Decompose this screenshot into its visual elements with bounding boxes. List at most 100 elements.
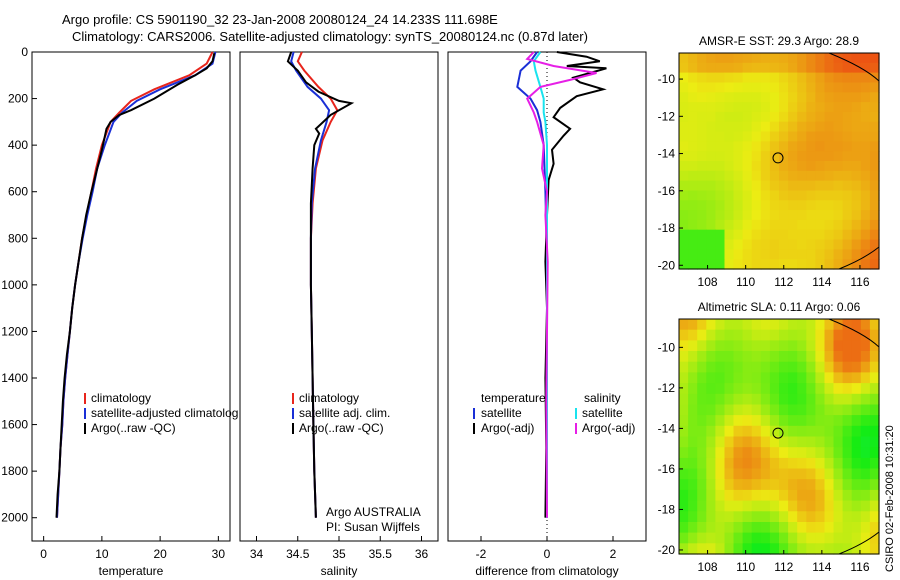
- map-cell: [706, 415, 716, 427]
- map-cell: [742, 121, 753, 133]
- map-cell: [833, 190, 844, 201]
- map-cell: [788, 190, 798, 201]
- map-cell: [706, 361, 716, 373]
- y-tick-label: 600: [8, 185, 28, 199]
- map-cell: [869, 415, 880, 427]
- map-cell: [760, 543, 771, 555]
- map-cell: [869, 511, 880, 523]
- map-cell: [806, 239, 816, 250]
- map-cell: [724, 500, 735, 512]
- map-cell: [869, 229, 880, 241]
- map-cell: [724, 522, 735, 534]
- map-cell: [760, 329, 771, 341]
- map-cell: [797, 219, 807, 231]
- map-cell: [724, 102, 735, 113]
- map-cell: [715, 92, 726, 103]
- map-cell: [824, 511, 835, 523]
- map-cell: [797, 436, 807, 448]
- map-cell: [706, 522, 716, 534]
- map-cell: [797, 319, 807, 331]
- map-cell: [815, 457, 826, 470]
- map-cell: [851, 468, 862, 480]
- map-cell: [824, 489, 835, 502]
- map-cell: [833, 457, 844, 470]
- map-cell: [860, 404, 871, 416]
- map-cell: [724, 468, 735, 480]
- map-cell: [869, 111, 880, 123]
- map-cell: [815, 436, 826, 448]
- map-cell: [688, 62, 698, 74]
- map-cell: [824, 170, 835, 182]
- map-cell: [815, 62, 826, 74]
- map-cell: [688, 53, 698, 64]
- map-cell: [679, 511, 689, 523]
- map-cell: [788, 141, 798, 152]
- map-cell: [797, 522, 807, 534]
- map-cell: [806, 351, 816, 363]
- map-cell: [688, 239, 698, 250]
- map-cell: [779, 329, 789, 341]
- map-cell: [779, 383, 789, 395]
- map-cell: [851, 210, 862, 221]
- map-cell: [697, 92, 707, 103]
- map-cell: [751, 151, 762, 162]
- map-cell: [869, 219, 880, 231]
- map-cell: [679, 141, 689, 152]
- map-cell: [769, 383, 780, 395]
- map-cell: [679, 170, 689, 182]
- map-cell: [760, 383, 771, 395]
- map-cell: [788, 319, 798, 331]
- map-cell: [797, 62, 807, 74]
- y-tick-label: -14: [658, 147, 676, 161]
- map-cell: [788, 436, 798, 448]
- map-cell: [760, 200, 771, 211]
- map-cell: [788, 200, 798, 211]
- map-cell: [797, 415, 807, 427]
- map-cell: [724, 229, 735, 241]
- map-cell: [724, 383, 735, 395]
- map-cell: [724, 511, 735, 523]
- map-cell: [842, 229, 853, 241]
- map-cell: [679, 500, 689, 512]
- map-cell: [679, 522, 689, 534]
- map-cell: [697, 522, 707, 534]
- map-cell: [751, 92, 762, 103]
- map-cell: [806, 532, 816, 544]
- map-cell: [788, 259, 798, 270]
- map-cell: [824, 543, 835, 555]
- map-cell: [679, 532, 689, 544]
- map-cell: [824, 361, 835, 373]
- map-cell: [715, 210, 726, 221]
- map-cell: [760, 180, 771, 191]
- map-cell: [769, 72, 780, 83]
- map-cell: [688, 404, 698, 416]
- map-cell: [760, 151, 771, 162]
- map-cell: [824, 121, 835, 133]
- map-cell: [769, 82, 780, 93]
- map-cell: [751, 82, 762, 93]
- map-cell: [833, 161, 844, 172]
- map-cell: [815, 141, 826, 152]
- map-cell: [733, 511, 744, 523]
- map-cell: [779, 190, 789, 201]
- map-cell: [788, 151, 798, 162]
- map-cell: [751, 239, 762, 250]
- map-cell: [824, 329, 835, 341]
- map-cell: [688, 457, 698, 470]
- map-cell: [815, 249, 826, 260]
- map-cell: [706, 479, 716, 491]
- map-cell: [833, 361, 844, 373]
- map-cell: [688, 259, 698, 270]
- map-cell: [760, 210, 771, 221]
- map-cell: [788, 393, 798, 406]
- map-cell: [851, 92, 862, 103]
- map-cell: [751, 436, 762, 448]
- map-cell: [724, 219, 735, 231]
- map-cell: [733, 239, 744, 250]
- y-tick-label: 0: [21, 45, 28, 59]
- map-cell: [833, 340, 844, 352]
- map-cell: [733, 340, 744, 352]
- map-cell: [842, 190, 853, 201]
- map-cell: [688, 372, 698, 384]
- map-cell: [869, 190, 880, 201]
